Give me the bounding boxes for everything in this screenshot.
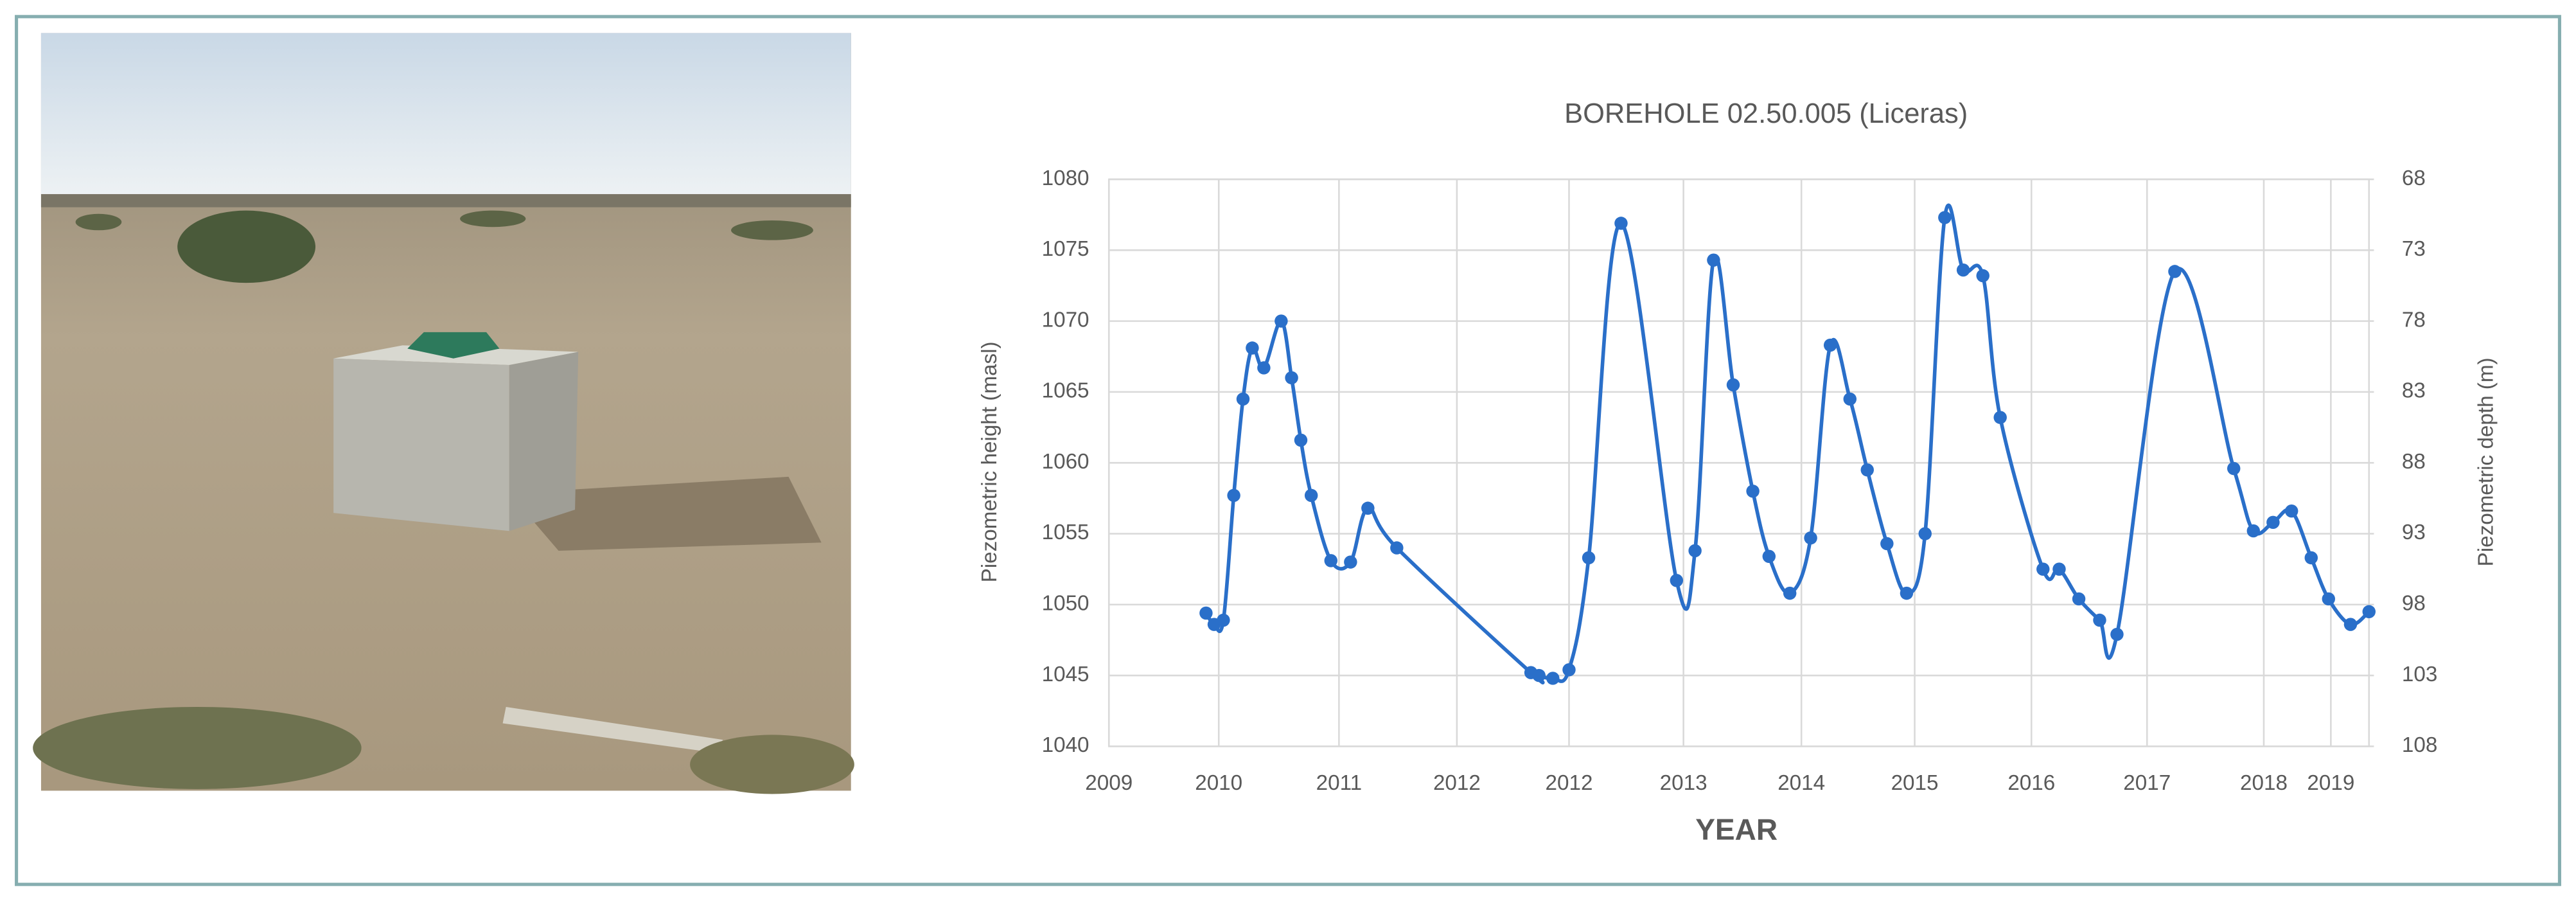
y2-tick-label: 103 — [2402, 663, 2437, 686]
data-point — [1707, 253, 1720, 267]
x-tick-label: 2012 — [1546, 771, 1593, 795]
data-point — [2227, 461, 2241, 476]
data-point — [1257, 361, 1271, 375]
data-point — [1804, 531, 1817, 545]
y-tick-label: 1050 — [1042, 592, 1090, 616]
y2-tick-label: 68 — [2402, 166, 2426, 190]
data-point — [1956, 263, 1970, 277]
data-point — [1746, 485, 1760, 498]
data-point — [1614, 217, 1628, 230]
plot-border — [1107, 178, 2370, 747]
data-point — [1344, 555, 1357, 569]
x-tick-label: 2011 — [1316, 771, 1362, 795]
y-tick-label: 1080 — [1042, 166, 1090, 190]
y2-tick-label: 98 — [2402, 592, 2426, 616]
y2-tick-label: 93 — [2402, 521, 2426, 544]
y-tick-label: 1040 — [1042, 733, 1090, 757]
x-tick-label: 2009 — [1085, 771, 1133, 795]
y-tick-label: 1070 — [1042, 308, 1090, 332]
x-tick-label: 2015 — [1891, 771, 1939, 795]
data-point — [1726, 378, 1740, 392]
y-tick-label: 1055 — [1042, 521, 1090, 544]
data-point — [1236, 392, 1250, 406]
x-tick-label: 2016 — [2007, 771, 2055, 795]
x-tick-label: 2017 — [2123, 771, 2171, 795]
data-point — [2036, 562, 2050, 576]
x-tick-label: 2014 — [1778, 771, 1825, 795]
y-tick-label: 1060 — [1042, 450, 1090, 474]
data-point — [1582, 551, 1596, 565]
data-point — [2052, 562, 2066, 576]
data-point — [1670, 574, 1684, 587]
x-tick-label: 2010 — [1195, 771, 1242, 795]
x-tick-label: 2018 — [2240, 771, 2288, 795]
data-point — [2168, 265, 2182, 278]
y2-tick-label: 78 — [2402, 308, 2426, 332]
x-tick-label: 2019 — [2307, 771, 2354, 795]
y2-tick-label: 88 — [2402, 450, 2426, 474]
data-point — [1860, 463, 1874, 477]
data-point — [1361, 501, 1375, 515]
data-point — [1275, 314, 1288, 328]
data-point — [2093, 613, 2106, 627]
data-point — [1823, 338, 1837, 352]
data-point — [1900, 586, 1914, 600]
data-point — [2246, 524, 2261, 538]
y2-tick-label: 73 — [2402, 237, 2426, 261]
y-tick-label: 1075 — [1042, 237, 1090, 261]
data-point — [1390, 541, 1404, 555]
data-point — [1993, 411, 2007, 424]
data-point — [2362, 605, 2376, 619]
x-axis-label: YEAR — [1695, 812, 1778, 846]
y2-axis-label: Piezometric depth (m) — [2475, 357, 2498, 566]
data-point — [2322, 592, 2336, 606]
data-point — [1324, 554, 1337, 567]
y2-tick-label: 83 — [2402, 379, 2426, 403]
data-point — [1294, 433, 1308, 447]
data-point — [2110, 627, 2124, 641]
data-point — [2072, 592, 2086, 606]
data-point — [1762, 549, 1776, 563]
data-point — [2304, 551, 2318, 565]
data-point — [2266, 515, 2280, 530]
data-point — [1918, 527, 1932, 540]
data-point — [1976, 269, 1989, 283]
data-point — [1880, 537, 1894, 551]
data-point — [1688, 544, 1702, 558]
data-point — [1938, 211, 1952, 224]
data-point — [1843, 392, 1857, 406]
y-axis-label: Piezometric height (masl) — [978, 341, 1001, 582]
y-tick-label: 1065 — [1042, 379, 1090, 403]
data-point — [1562, 663, 1576, 677]
data-point — [1227, 488, 1240, 503]
data-point — [2284, 504, 2298, 518]
data-point — [1246, 341, 1259, 355]
y-tick-label: 1045 — [1042, 663, 1090, 686]
x-tick-label: 2012 — [1433, 771, 1481, 795]
data-point — [1783, 586, 1797, 600]
data-point — [1285, 371, 1298, 385]
photo — [33, 33, 854, 794]
x-tick-label: 2013 — [1660, 771, 1707, 795]
data-point — [1532, 668, 1546, 682]
y2-tick-label: 108 — [2402, 733, 2437, 757]
data-point — [2343, 618, 2358, 631]
chart-title: BOREHOLE 02.50.005 (Liceras) — [1564, 98, 1968, 129]
data-point — [1546, 672, 1560, 685]
data-point — [1217, 613, 1230, 627]
data-point — [1304, 488, 1318, 503]
data-point — [1199, 606, 1213, 620]
